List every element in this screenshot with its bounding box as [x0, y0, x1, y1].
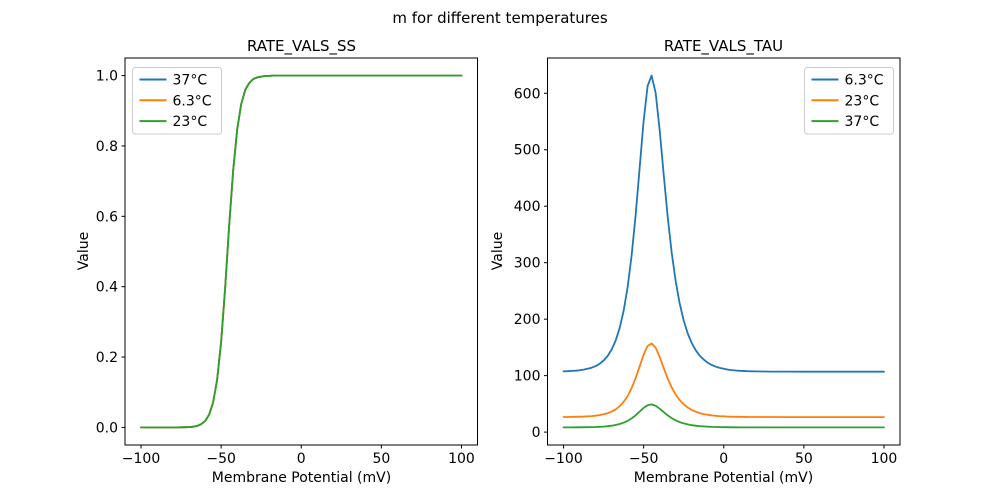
x-tick-label: 0 — [719, 451, 728, 467]
x-tick-label: −100 — [122, 451, 160, 467]
y-tick-label: 0.2 — [96, 350, 118, 366]
y-tick-label: 0.0 — [96, 420, 118, 436]
legend-label: 6.3°C — [173, 93, 212, 109]
series-line-23°C — [562, 342, 885, 419]
legend-label: 37°C — [173, 73, 208, 89]
x-tick-label: −100 — [544, 451, 582, 467]
y-tick-label: 0.6 — [96, 209, 118, 225]
right-yaxis-label: Value — [490, 231, 506, 271]
legend-box — [132, 67, 222, 135]
figure-suptitle: m for different temperatures — [392, 9, 608, 27]
legend-label: 23°C — [845, 93, 880, 109]
y-tick-label: 500 — [514, 143, 541, 159]
x-tick-label: 0 — [297, 451, 306, 467]
y-tick-label: 400 — [514, 199, 541, 215]
x-tick-label: 100 — [448, 451, 475, 467]
legend-box — [804, 67, 894, 135]
y-tick-label: 300 — [514, 256, 541, 272]
y-tick-label: 0.4 — [96, 280, 118, 296]
y-tick-label: 100 — [514, 369, 541, 385]
left-yaxis-label: Value — [76, 231, 92, 271]
legend-label: 37°C — [845, 114, 880, 130]
x-tick-label: 50 — [372, 451, 390, 467]
legend-label: 6.3°C — [845, 73, 884, 89]
y-tick-label: 0 — [532, 425, 541, 441]
x-tick-label: 100 — [871, 451, 898, 467]
y-tick-label: 200 — [514, 312, 541, 328]
legend-label: 23°C — [173, 114, 208, 130]
left-xaxis-label: Membrane Potential (mV) — [211, 470, 392, 486]
y-tick-label: 1.0 — [96, 69, 118, 85]
series-line-23°C — [140, 74, 463, 429]
right-plot-title: RATE_VALS_TAU — [663, 37, 784, 55]
right-xaxis-label: Membrane Potential (mV) — [633, 470, 814, 486]
y-tick-label: 0.8 — [96, 139, 118, 155]
left-plot-title: RATE_VALS_SS — [246, 37, 357, 55]
series-line-37°C — [562, 403, 885, 429]
x-tick-label: −50 — [206, 451, 236, 467]
x-tick-label: −50 — [629, 451, 659, 467]
x-tick-label: 50 — [795, 451, 813, 467]
series-line-6.3°C — [562, 74, 885, 373]
y-tick-label: 600 — [514, 86, 541, 102]
